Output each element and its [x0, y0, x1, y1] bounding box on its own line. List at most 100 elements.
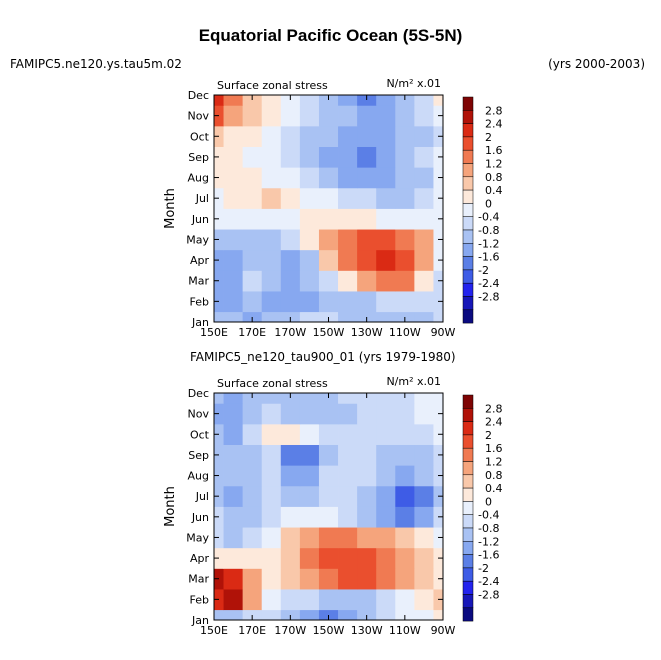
- bottom-cell: [376, 589, 396, 611]
- bottom-legend-swatch: [462, 408, 474, 422]
- bottom-legend-swatch: [462, 421, 474, 436]
- bottom-cell: [376, 547, 396, 569]
- top-legend-label: 0.8: [485, 171, 503, 184]
- bottom-variable-label: Surface zonal stress: [217, 377, 328, 390]
- top-cell: [414, 311, 434, 323]
- top-cell: [299, 229, 320, 251]
- bottom-cell: [338, 527, 358, 549]
- top-cell: [376, 167, 396, 189]
- top-cell: [357, 249, 377, 271]
- bottom-cell: [395, 568, 415, 590]
- top-legend-swatch: [462, 216, 474, 231]
- bottom-cell: [242, 485, 263, 507]
- top-cell: [338, 125, 358, 147]
- bottom-cell: [338, 423, 358, 445]
- bottom-cell: [223, 568, 244, 590]
- top-cell: [223, 311, 244, 323]
- top-cell: [214, 311, 224, 323]
- page-title: Equatorial Pacific Ocean (5S-5N): [198, 26, 463, 45]
- bottom-cell: [414, 485, 434, 507]
- bottom-legend-swatch: [462, 514, 474, 529]
- top-x-tick-label: 150W: [313, 326, 345, 339]
- bottom-cell: [261, 485, 282, 507]
- top-cell: [414, 146, 434, 168]
- bottom-cell: [395, 485, 415, 507]
- top-cell: [223, 187, 244, 209]
- top-legend-swatch: [462, 229, 474, 244]
- top-y-axis-title: Month: [163, 188, 178, 229]
- top-cell: [338, 311, 358, 323]
- bottom-legend-swatch: [462, 580, 474, 595]
- bottom-cell: [299, 423, 320, 445]
- top-cell: [318, 105, 339, 127]
- top-y-tick-label: Jun: [191, 213, 209, 226]
- bottom-cell: [395, 423, 415, 445]
- top-cell: [357, 270, 377, 292]
- top-cell: [318, 125, 339, 147]
- top-legend-swatch: [462, 269, 474, 284]
- bottom-y-tick-label: Mar: [188, 573, 209, 586]
- top-cell: [318, 270, 339, 292]
- top-cell: [414, 270, 434, 292]
- bottom-cell: [242, 393, 263, 404]
- top-cell: [395, 95, 415, 106]
- control-case-label: FAMIPC5_ne120_tau900_01 (yrs 1979-1980): [190, 350, 456, 364]
- top-cell: [395, 167, 415, 189]
- bottom-legend-label: 1.6: [485, 442, 503, 455]
- bottom-cell: [299, 527, 320, 549]
- bottom-cell: [242, 444, 263, 466]
- top-cell: [261, 291, 282, 313]
- bottom-cell: [338, 547, 358, 569]
- bottom-legend-swatch: [462, 607, 474, 622]
- top-legend-label: 1.6: [485, 144, 503, 157]
- bottom-cell: [376, 506, 396, 528]
- bottom-cell: [376, 393, 396, 404]
- case-name-label: FAMIPC5.ne120.ys.tau5m.02: [10, 57, 182, 71]
- top-cell: [357, 291, 377, 313]
- bottom-cell: [376, 527, 396, 549]
- top-variable-label: Surface zonal stress: [217, 79, 328, 92]
- top-legend-swatch: [462, 176, 474, 191]
- top-cell: [338, 105, 358, 127]
- top-cell: [223, 125, 244, 147]
- bottom-legend-swatch: [462, 487, 474, 502]
- bottom-cell: [338, 485, 358, 507]
- bottom-legend-swatch: [462, 527, 474, 542]
- bottom-legend-swatch: [462, 394, 474, 409]
- top-cell: [376, 125, 396, 147]
- top-cell: [242, 105, 263, 127]
- top-cell: [223, 291, 244, 313]
- top-y-tick-label: Sep: [188, 151, 209, 164]
- top-x-tick-label: 130W: [351, 326, 383, 339]
- bottom-cell: [433, 609, 444, 621]
- bottom-cell: [223, 393, 244, 404]
- bottom-legend-label: -1.2: [478, 535, 499, 548]
- bottom-cell: [357, 589, 377, 611]
- bottom-cell: [318, 547, 339, 569]
- top-x-tick-label: 90W: [431, 326, 456, 339]
- top-legend-swatch: [462, 256, 474, 271]
- top-cell: [395, 270, 415, 292]
- bottom-cell: [318, 465, 339, 487]
- top-cell: [376, 249, 396, 271]
- top-cell: [414, 249, 434, 271]
- top-cell: [242, 249, 263, 271]
- bottom-cell: [223, 465, 244, 487]
- bottom-cell: [223, 609, 244, 621]
- bottom-cell: [280, 547, 301, 569]
- bottom-cell: [357, 444, 377, 466]
- bottom-cell: [414, 609, 434, 621]
- bottom-cell: [261, 568, 282, 590]
- bottom-cell: [414, 403, 434, 425]
- bottom-legend-swatch: [462, 434, 474, 449]
- top-legend-swatch: [462, 309, 474, 324]
- bottom-cell: [223, 589, 244, 611]
- top-cell: [242, 95, 263, 106]
- top-legend-label: 0.4: [485, 184, 503, 197]
- bottom-cell: [338, 506, 358, 528]
- bottom-legend-label: 0: [485, 495, 492, 508]
- bottom-cell: [338, 568, 358, 590]
- bottom-cell: [214, 609, 224, 621]
- bottom-cell: [261, 403, 282, 425]
- top-legend-swatch: [462, 163, 474, 178]
